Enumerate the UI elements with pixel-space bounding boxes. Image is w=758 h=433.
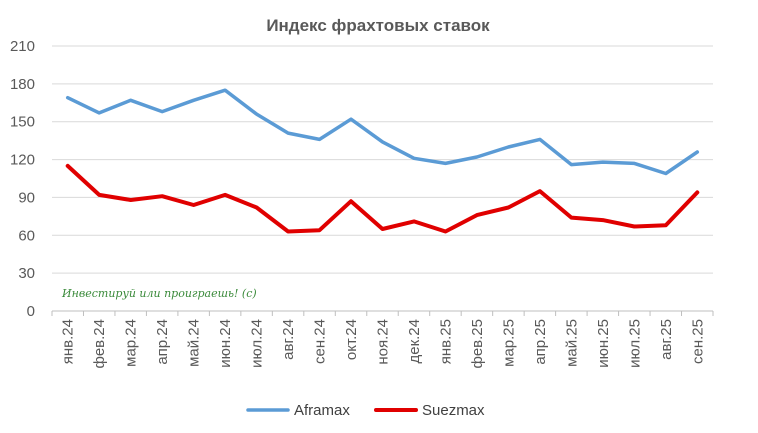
x-tick-label: ноя.24 (375, 319, 392, 365)
gridlines (52, 45, 713, 312)
y-tick-label: 120 (10, 152, 35, 169)
data-point-suezmax (287, 230, 290, 233)
x-tick-label: сен.24 (312, 319, 329, 364)
data-point-suezmax (444, 230, 447, 233)
x-tick-label: авг.24 (280, 319, 297, 360)
data-point-aframax (287, 132, 290, 135)
x-tick-label: май.24 (186, 319, 203, 367)
x-tick-label: май.25 (563, 319, 580, 367)
data-point-suezmax (381, 227, 384, 230)
x-tick-label: фев.24 (91, 319, 108, 369)
data-point-aframax (475, 156, 478, 159)
x-tick-label: мар.24 (123, 319, 140, 367)
x-tick-label: окт.24 (343, 319, 360, 360)
data-point-aframax (601, 161, 604, 164)
y-tick-label: 0 (27, 303, 35, 320)
y-axis: 0 30 60 90 120 150 180 210 (10, 38, 35, 320)
y-tick-label: 210 (10, 38, 35, 55)
x-tick-label: авг.25 (658, 319, 675, 360)
data-point-aframax (318, 138, 321, 141)
x-tick-label: сен.25 (689, 319, 706, 364)
data-point-suezmax (161, 195, 164, 198)
data-point-aframax (538, 138, 541, 141)
chart-title: Индекс фрахтовых ставок (266, 16, 490, 35)
data-point-aframax (255, 113, 258, 116)
x-tick-label: июл.24 (249, 319, 266, 368)
x-tick-label: апр.25 (532, 319, 549, 365)
data-point-aframax (664, 172, 667, 175)
data-point-suezmax (129, 198, 132, 201)
x-tick-label: июн.25 (595, 319, 612, 368)
data-point-aframax (633, 162, 636, 165)
y-tick-label: 180 (10, 76, 35, 93)
data-point-aframax (192, 99, 195, 102)
data-point-suezmax (696, 191, 699, 194)
data-point-aframax (224, 89, 227, 92)
data-point-suezmax (664, 224, 667, 227)
data-point-suezmax (255, 206, 258, 209)
data-point-aframax (350, 118, 353, 121)
data-point-suezmax (66, 164, 69, 167)
series-line-aframax (65, 88, 700, 176)
data-point-suezmax (570, 216, 573, 219)
data-point-suezmax (412, 220, 415, 223)
y-tick-label: 150 (10, 114, 35, 131)
data-point-suezmax (601, 219, 604, 222)
data-point-aframax (444, 162, 447, 165)
y-tick-label: 30 (18, 265, 35, 282)
series-group (65, 88, 700, 234)
data-point-aframax (412, 157, 415, 160)
y-tick-label: 90 (18, 189, 35, 206)
data-point-suezmax (192, 204, 195, 207)
data-point-suezmax (350, 200, 353, 203)
data-point-suezmax (318, 229, 321, 232)
x-tick-label: фев.25 (469, 319, 486, 369)
x-axis: янв.24 фев.24 мар.24 апр.24 май.24 июн.24 июл.… (51, 311, 714, 369)
data-point-aframax (696, 151, 699, 154)
x-tick-label: дек.24 (406, 319, 423, 364)
data-point-aframax (129, 99, 132, 102)
x-tick-label: янв.25 (437, 319, 454, 364)
legend-label-suezmax: Suezmax (422, 402, 485, 419)
x-tick-label: янв.24 (60, 319, 77, 364)
data-point-aframax (570, 163, 573, 166)
data-point-aframax (98, 111, 101, 114)
legend: Aframax Suezmax (246, 402, 485, 419)
data-point-suezmax (507, 206, 510, 209)
data-point-suezmax (224, 193, 227, 196)
legend-label-aframax: Aframax (294, 402, 350, 419)
data-point-suezmax (633, 225, 636, 228)
data-point-suezmax (475, 214, 478, 217)
data-point-suezmax (98, 193, 101, 196)
data-point-aframax (381, 140, 384, 143)
x-tick-label: июл.25 (626, 319, 643, 368)
data-point-aframax (507, 145, 510, 148)
x-tick-label: июн.24 (217, 319, 234, 368)
watermark-annotation: Инвестируй или проиграешь! (с) (61, 287, 257, 300)
x-tick-label: мар.25 (500, 319, 517, 367)
series-line-suezmax (65, 163, 700, 234)
x-tick-label: апр.24 (154, 319, 171, 365)
data-point-aframax (161, 110, 164, 113)
data-point-suezmax (538, 190, 541, 193)
data-point-aframax (66, 96, 69, 99)
y-tick-label: 60 (18, 227, 35, 244)
